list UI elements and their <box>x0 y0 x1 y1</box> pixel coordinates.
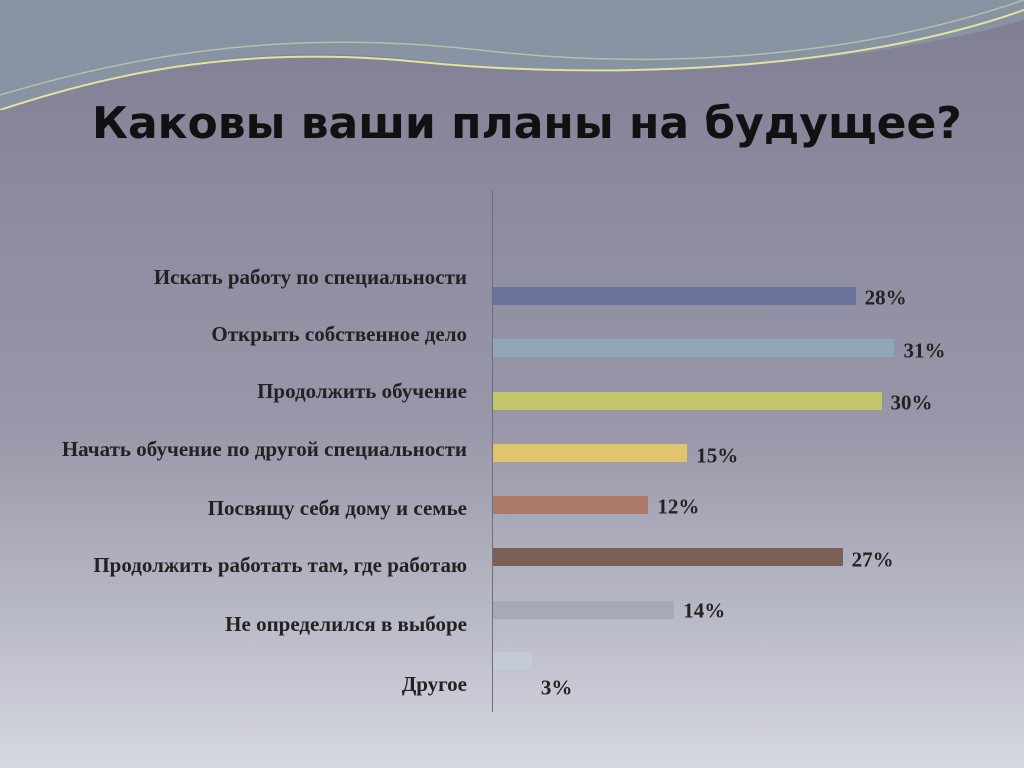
category-label: Начать обучение по другой специальности <box>61 437 467 461</box>
value-label: 12% <box>657 494 700 519</box>
bar <box>493 496 649 514</box>
value-label: 30% <box>890 390 933 415</box>
value-label: 27% <box>851 547 894 572</box>
category-label: Открыть собственное дело <box>211 322 467 346</box>
bar <box>493 392 882 410</box>
bar <box>493 652 532 670</box>
value-label: 28% <box>864 285 907 310</box>
category-label: Продолжить обучение <box>257 379 467 403</box>
category-label: Другое <box>401 672 467 696</box>
axis-line <box>492 190 493 712</box>
value-label: 31% <box>903 338 946 363</box>
bar <box>493 548 843 566</box>
value-label: 14% <box>683 598 726 623</box>
value-label: 15% <box>696 443 739 468</box>
bar <box>493 601 675 619</box>
category-label: Не определился в выборе <box>225 612 467 636</box>
category-label: Посвящу себя дому и семье <box>207 496 467 520</box>
bar <box>493 287 856 305</box>
category-label: Продолжить работать там, где работаю <box>93 553 467 577</box>
bar <box>493 339 895 357</box>
value-label: 3% <box>540 675 573 700</box>
bar <box>493 444 688 462</box>
decor-wave <box>0 0 1024 110</box>
chart-title: Каковы ваши планы на будущее? <box>92 98 962 149</box>
category-label: Искать работу по специальности <box>153 265 467 289</box>
